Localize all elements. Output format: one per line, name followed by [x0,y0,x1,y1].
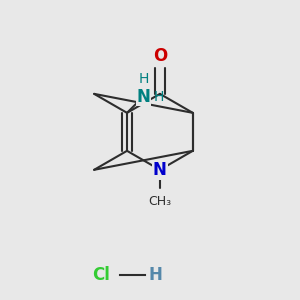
Text: N: N [153,161,167,179]
Text: CH₃: CH₃ [148,195,172,208]
Text: H: H [154,89,164,103]
Text: H: H [148,266,162,284]
Text: N: N [136,88,150,106]
Text: H: H [138,72,148,86]
Text: O: O [153,47,167,65]
Text: Cl: Cl [92,266,110,284]
